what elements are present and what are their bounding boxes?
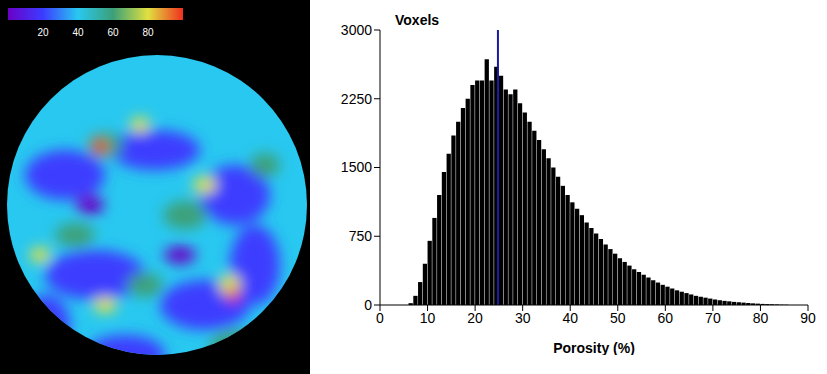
- svg-text:90: 90: [800, 310, 816, 326]
- svg-text:20: 20: [467, 310, 483, 326]
- svg-text:80: 80: [142, 27, 154, 38]
- svg-text:30: 30: [515, 310, 531, 326]
- svg-text:750: 750: [349, 228, 373, 244]
- svg-text:2250: 2250: [341, 91, 372, 107]
- svg-text:70: 70: [705, 310, 721, 326]
- html-text:Voxels: Voxels: [395, 12, 440, 28]
- svg-text:80: 80: [753, 310, 769, 326]
- svg-text:0: 0: [364, 297, 372, 313]
- svg-text:60: 60: [107, 27, 119, 38]
- svg-text:60: 60: [658, 310, 674, 326]
- svg-text:50: 50: [610, 310, 626, 326]
- svg-text:1500: 1500: [341, 159, 372, 175]
- svg-text:40: 40: [72, 27, 84, 38]
- svg-text:3000: 3000: [341, 22, 372, 38]
- svg-text:0: 0: [376, 310, 384, 326]
- svg-text:Porosity (%): Porosity (%): [553, 340, 635, 355]
- svg-text:10: 10: [420, 310, 436, 326]
- svg-text:20: 20: [37, 27, 49, 38]
- svg-text:40: 40: [562, 310, 578, 326]
